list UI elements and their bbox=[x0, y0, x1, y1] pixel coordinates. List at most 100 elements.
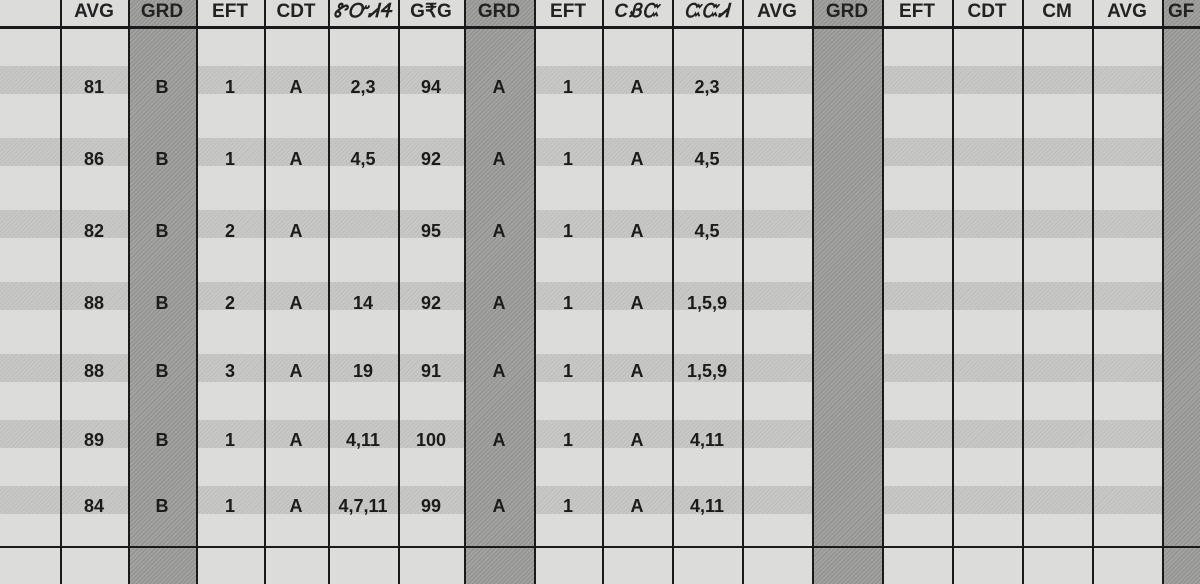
row-6-eft: 1 bbox=[224, 430, 235, 450]
row-3-avg: 82 bbox=[83, 221, 105, 241]
row-6-avg: 89 bbox=[83, 430, 105, 450]
row-7-cdt: A bbox=[289, 496, 303, 516]
header-eft-2: EFT bbox=[550, 1, 586, 22]
header-avg-4: AVG bbox=[1107, 1, 1147, 22]
row-7-cdt-2: A bbox=[630, 496, 644, 516]
bottom-rule bbox=[0, 546, 1200, 548]
header-cdt-2: CᏰᏨ bbox=[614, 1, 660, 22]
header-cm-1: ᏑᏅᏗᏎ bbox=[333, 1, 393, 22]
header-eft-3: EFT bbox=[899, 1, 935, 22]
row-band bbox=[0, 138, 1200, 166]
row-4-cm: 14 bbox=[352, 293, 374, 313]
row-7-grd: B bbox=[155, 496, 169, 516]
row-3-cm bbox=[328, 216, 398, 246]
row-6-grd-2: A bbox=[492, 430, 506, 450]
header-grd-2: GRD bbox=[477, 1, 521, 22]
row-2-grd-2: A bbox=[492, 149, 506, 169]
column-eft-2 bbox=[534, 0, 602, 584]
header-rule bbox=[0, 26, 1200, 29]
row-7-cm: 4,7,11 bbox=[338, 496, 388, 516]
row-band bbox=[0, 210, 1200, 238]
header-cdt-3: CDT bbox=[967, 1, 1007, 22]
row-3-eft: 2 bbox=[224, 221, 235, 241]
header-eft-1: EFT bbox=[212, 1, 248, 22]
row-band bbox=[0, 486, 1200, 514]
row-1-cm: 2,3 bbox=[350, 77, 376, 97]
row-band bbox=[0, 354, 1200, 382]
row-band bbox=[0, 282, 1200, 310]
row-1-eft: 1 bbox=[224, 77, 235, 97]
row-4-cm-2: 1,5,9 bbox=[686, 293, 728, 313]
row-4-eft: 2 bbox=[224, 293, 235, 313]
row-1-avg: 81 bbox=[83, 77, 105, 97]
row-5-cm: 19 bbox=[352, 361, 374, 381]
row-3-grd: B bbox=[155, 221, 169, 241]
row-6-avg-2: 100 bbox=[415, 430, 447, 450]
row-5-cdt-2: A bbox=[630, 361, 644, 381]
row-1-cm-2: 2,3 bbox=[694, 77, 720, 97]
row-4-eft-2: 1 bbox=[562, 293, 573, 313]
row-7-grd-2: A bbox=[492, 496, 506, 516]
header-cm-3: CM bbox=[1042, 1, 1072, 22]
column-grd-4 bbox=[1162, 0, 1200, 584]
row-5-cm-2: 1,5,9 bbox=[686, 361, 728, 381]
row-6-eft-2: 1 bbox=[562, 430, 573, 450]
column-eft-1 bbox=[196, 0, 264, 584]
column-grd-1 bbox=[128, 0, 196, 584]
header-grd-1: GRD bbox=[140, 1, 184, 22]
row-7-eft: 1 bbox=[224, 496, 235, 516]
header-grd-3: GRD bbox=[825, 1, 869, 22]
row-2-eft: 1 bbox=[224, 149, 235, 169]
row-5-eft-2: 1 bbox=[562, 361, 573, 381]
row-2-cdt-2: A bbox=[630, 149, 644, 169]
row-4-avg: 88 bbox=[83, 293, 105, 313]
row-7-cm-2: 4,11 bbox=[689, 496, 725, 516]
row-7-avg: 84 bbox=[83, 496, 105, 516]
row-1-grd-2: A bbox=[492, 77, 506, 97]
column-cm-2 bbox=[672, 0, 742, 584]
row-2-eft-2: 1 bbox=[562, 149, 573, 169]
row-4-grd-2: A bbox=[492, 293, 506, 313]
header-avg-3: AVG bbox=[757, 1, 797, 22]
row-4-avg-2: 92 bbox=[420, 293, 442, 313]
row-5-grd-2: A bbox=[492, 361, 506, 381]
row-4-cdt-2: A bbox=[630, 293, 644, 313]
column-avg-2 bbox=[398, 0, 464, 584]
row-6-cdt: A bbox=[289, 430, 303, 450]
column-cdt-1 bbox=[264, 0, 328, 584]
column-cm-3 bbox=[1022, 0, 1092, 584]
row-5-grd: B bbox=[155, 361, 169, 381]
header-grd-4: GF bbox=[1168, 1, 1195, 22]
row-2-cm: 4,5 bbox=[350, 149, 376, 169]
row-band bbox=[0, 420, 1200, 448]
row-3-eft-2: 1 bbox=[562, 221, 573, 241]
row-6-cdt-2: A bbox=[630, 430, 644, 450]
row-3-cdt-2: A bbox=[630, 221, 644, 241]
row-1-cdt-2: A bbox=[630, 77, 644, 97]
row-4-cdt: A bbox=[289, 293, 303, 313]
row-6-cm-2: 4,11 bbox=[689, 430, 725, 450]
header-cdt-1: CDT bbox=[276, 1, 316, 22]
row-7-eft-2: 1 bbox=[562, 496, 573, 516]
column-grd-3 bbox=[812, 0, 882, 584]
row-1-eft-2: 1 bbox=[562, 77, 573, 97]
header-avg-2: G₹G bbox=[410, 1, 452, 22]
row-2-grd: B bbox=[155, 149, 169, 169]
header-avg-1: AVG bbox=[74, 1, 114, 22]
column-avg-1 bbox=[60, 0, 128, 584]
row-5-avg: 88 bbox=[83, 361, 105, 381]
column-avg-4 bbox=[1092, 0, 1162, 584]
row-5-avg-2: 91 bbox=[420, 361, 442, 381]
column-grd-2 bbox=[464, 0, 534, 584]
row-6-grd: B bbox=[155, 430, 169, 450]
row-1-avg-2: 94 bbox=[420, 77, 442, 97]
row-1-cdt: A bbox=[289, 77, 303, 97]
row-2-cm-2: 4,5 bbox=[694, 149, 720, 169]
row-4-grd: B bbox=[155, 293, 169, 313]
row-3-cdt: A bbox=[289, 221, 303, 241]
row-2-avg-2: 92 bbox=[420, 149, 442, 169]
header-cm-2: ᏨᏨᏗ bbox=[684, 1, 730, 22]
column-cdt-2 bbox=[602, 0, 672, 584]
column-avg-3 bbox=[742, 0, 812, 584]
row-1-grd: B bbox=[155, 77, 169, 97]
